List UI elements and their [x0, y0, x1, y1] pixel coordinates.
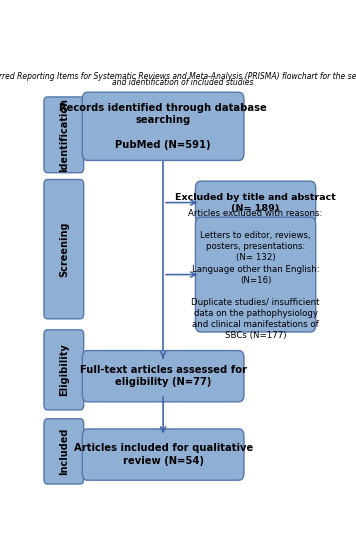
- Text: Excluded by title and abstract
(N= 189): Excluded by title and abstract (N= 189): [175, 192, 336, 213]
- FancyBboxPatch shape: [82, 350, 244, 402]
- Text: and identification of included studies: and identification of included studies: [112, 78, 253, 87]
- Text: Records identified through database
searching

PubMed (N=591): Records identified through database sear…: [59, 103, 267, 150]
- Text: Articles excluded with reasons:

Letters to editor, reviews,
posters, presentati: Articles excluded with reasons: Letters …: [188, 209, 323, 340]
- Text: Full-text articles assessed for
eligibility (N=77): Full-text articles assessed for eligibil…: [80, 365, 247, 387]
- Text: Preferred Reporting Items for Systematic Reviews and Meta-Analysis (PRISMA) flow: Preferred Reporting Items for Systematic…: [0, 73, 356, 81]
- Text: Screening: Screening: [59, 222, 69, 277]
- Text: Articles included for qualitative
review (N=54): Articles included for qualitative review…: [73, 443, 253, 466]
- FancyBboxPatch shape: [44, 179, 84, 319]
- FancyBboxPatch shape: [82, 92, 244, 161]
- Text: Eligibility: Eligibility: [59, 344, 69, 396]
- FancyBboxPatch shape: [44, 97, 84, 173]
- FancyBboxPatch shape: [82, 429, 244, 480]
- Text: Included: Included: [59, 428, 69, 475]
- FancyBboxPatch shape: [195, 181, 316, 224]
- Text: Identification: Identification: [59, 98, 69, 172]
- FancyBboxPatch shape: [195, 217, 316, 332]
- FancyBboxPatch shape: [44, 330, 84, 410]
- FancyBboxPatch shape: [44, 419, 84, 484]
